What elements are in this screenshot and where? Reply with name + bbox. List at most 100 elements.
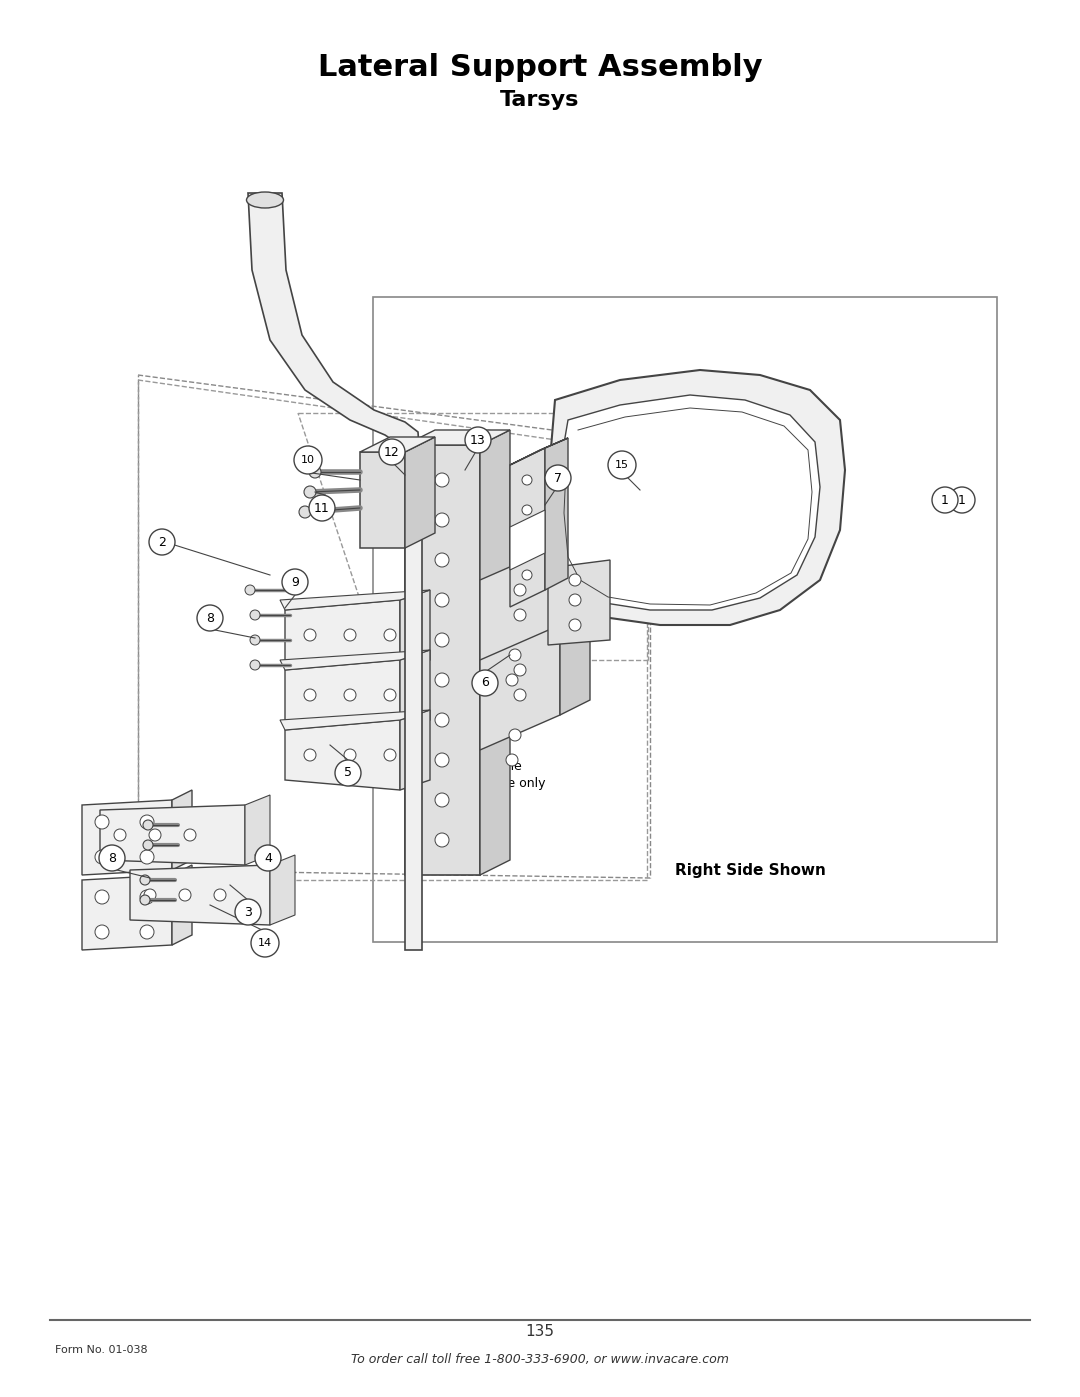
Circle shape — [932, 488, 958, 513]
Polygon shape — [548, 560, 610, 645]
Polygon shape — [248, 193, 422, 950]
Circle shape — [435, 753, 449, 767]
Circle shape — [303, 749, 316, 761]
Text: 12: 12 — [384, 446, 400, 458]
Polygon shape — [558, 395, 820, 610]
Polygon shape — [280, 710, 430, 731]
Text: 5: 5 — [345, 767, 352, 780]
Text: 9: 9 — [292, 576, 299, 588]
Circle shape — [140, 925, 154, 939]
Polygon shape — [400, 710, 430, 789]
Polygon shape — [82, 875, 172, 950]
Circle shape — [545, 465, 571, 490]
Polygon shape — [405, 437, 435, 548]
Text: 4: 4 — [265, 852, 272, 865]
Text: Lateral Support Assembly: Lateral Support Assembly — [318, 53, 762, 82]
Circle shape — [384, 689, 396, 701]
Circle shape — [949, 488, 975, 513]
Circle shape — [345, 629, 356, 641]
Polygon shape — [548, 370, 845, 624]
Circle shape — [255, 845, 281, 870]
Circle shape — [303, 629, 316, 641]
Circle shape — [114, 828, 126, 841]
Polygon shape — [172, 865, 192, 944]
Circle shape — [294, 446, 322, 474]
Polygon shape — [285, 599, 400, 671]
Polygon shape — [561, 529, 590, 636]
Circle shape — [249, 659, 260, 671]
Text: 1: 1 — [941, 493, 949, 507]
Circle shape — [569, 574, 581, 585]
Polygon shape — [405, 446, 480, 875]
Circle shape — [309, 467, 321, 478]
Circle shape — [214, 888, 226, 901]
Polygon shape — [172, 789, 192, 870]
Circle shape — [435, 553, 449, 567]
Circle shape — [282, 569, 308, 595]
Circle shape — [569, 619, 581, 631]
Circle shape — [309, 495, 335, 521]
Text: 13: 13 — [470, 433, 486, 447]
Circle shape — [95, 890, 109, 904]
Polygon shape — [400, 590, 430, 671]
Circle shape — [179, 888, 191, 901]
Circle shape — [522, 504, 532, 515]
Circle shape — [140, 895, 150, 905]
Text: Back Cane
reference only: Back Cane reference only — [455, 760, 545, 789]
Polygon shape — [400, 650, 430, 731]
Text: 2: 2 — [158, 535, 166, 549]
Circle shape — [514, 664, 526, 676]
Circle shape — [95, 849, 109, 863]
Polygon shape — [480, 430, 510, 875]
Polygon shape — [245, 795, 270, 865]
Circle shape — [569, 594, 581, 606]
Polygon shape — [561, 610, 590, 715]
Circle shape — [514, 609, 526, 622]
Circle shape — [514, 584, 526, 597]
Circle shape — [95, 814, 109, 828]
Polygon shape — [510, 439, 568, 465]
Text: Tarsys: Tarsys — [500, 89, 580, 110]
Circle shape — [140, 890, 154, 904]
Polygon shape — [100, 805, 245, 865]
Text: Right Side Shown: Right Side Shown — [675, 862, 825, 877]
Text: 8: 8 — [206, 612, 214, 624]
Circle shape — [235, 900, 261, 925]
Circle shape — [384, 749, 396, 761]
Circle shape — [507, 754, 518, 766]
Circle shape — [522, 570, 532, 580]
Polygon shape — [280, 650, 430, 671]
Circle shape — [140, 814, 154, 828]
Circle shape — [608, 451, 636, 479]
Polygon shape — [280, 590, 430, 610]
Circle shape — [245, 585, 255, 595]
Circle shape — [435, 633, 449, 647]
Text: 8: 8 — [108, 852, 116, 865]
Circle shape — [435, 513, 449, 527]
Polygon shape — [285, 659, 400, 731]
Circle shape — [303, 689, 316, 701]
Circle shape — [140, 849, 154, 863]
Polygon shape — [270, 855, 295, 925]
Circle shape — [303, 486, 316, 497]
Circle shape — [95, 925, 109, 939]
Circle shape — [435, 673, 449, 687]
Circle shape — [335, 760, 361, 787]
Circle shape — [143, 840, 153, 849]
Text: 10: 10 — [301, 455, 315, 465]
Circle shape — [197, 605, 222, 631]
Ellipse shape — [246, 191, 283, 208]
Circle shape — [522, 475, 532, 485]
Circle shape — [184, 828, 195, 841]
Circle shape — [299, 506, 311, 518]
Circle shape — [345, 749, 356, 761]
Circle shape — [435, 712, 449, 726]
Circle shape — [465, 427, 491, 453]
Circle shape — [249, 610, 260, 620]
Circle shape — [251, 929, 279, 957]
Polygon shape — [130, 865, 270, 925]
Polygon shape — [480, 624, 561, 750]
Text: 1: 1 — [958, 493, 966, 507]
Text: 6: 6 — [481, 676, 489, 690]
Circle shape — [507, 673, 518, 686]
